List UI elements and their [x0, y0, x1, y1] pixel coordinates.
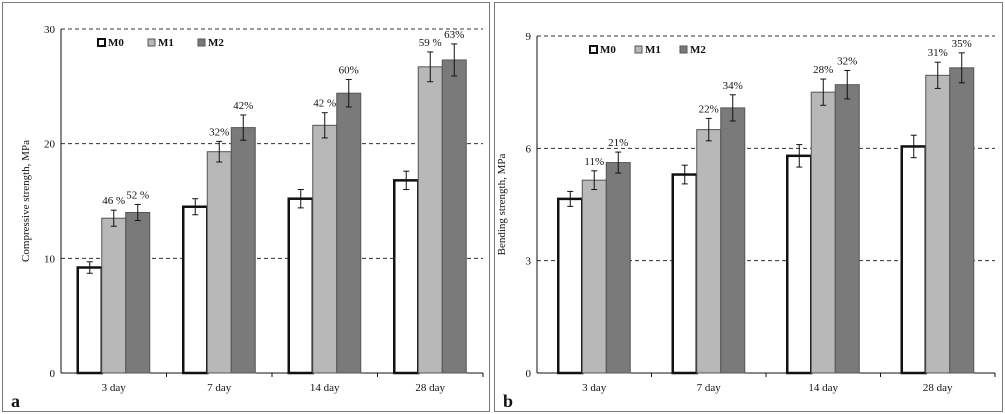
- x-tick-label: 14 day: [808, 382, 838, 394]
- bar-m0: [76, 266, 103, 375]
- y-tick-label: 0: [50, 368, 56, 380]
- data-label: 59 %: [419, 37, 442, 49]
- bar-m2: [605, 162, 631, 374]
- legend-label-m1: M1: [158, 37, 174, 49]
- bar-m0: [557, 197, 584, 375]
- bar-m2: [125, 211, 151, 374]
- bar-m0: [287, 197, 314, 375]
- bar-m1: [810, 91, 836, 374]
- bar-m1: [206, 151, 232, 374]
- y-axis-label: Bending strength, MPa: [496, 154, 508, 256]
- data-label: 35%: [952, 38, 972, 50]
- bar-m2: [834, 84, 860, 374]
- data-label: 63%: [444, 29, 464, 41]
- panel-a: 0 10 20 30 Compressive strength, MPa 3 day 46 …: [2, 2, 490, 412]
- y-tick-label: 30: [44, 24, 56, 36]
- compressive-strength-chart: 0 10 20 30 Compressive strength, MPa 3 day 46 …: [11, 24, 484, 411]
- bar-m1: [417, 66, 443, 374]
- data-label: 60%: [339, 64, 359, 76]
- legend-label-m1: M1: [645, 44, 661, 56]
- y-tick-label: 3: [526, 256, 532, 268]
- x-tick-label: 3 day: [102, 382, 127, 394]
- bar-m0: [900, 145, 927, 375]
- bar-m0: [393, 179, 420, 375]
- bar-m0: [671, 173, 698, 375]
- bar-m2: [720, 107, 746, 374]
- data-label: 46 %: [102, 195, 125, 207]
- bending-strength-chart: 0 3 6 9 Bending strength, MPa 3 day 11% 21% 7 da…: [496, 31, 996, 411]
- legend-swatch-m2: [197, 38, 206, 47]
- y-axis-label: Compressive strength, MPa: [20, 140, 32, 262]
- bar-m1: [312, 124, 338, 374]
- legend-label-m2: M2: [208, 37, 224, 49]
- bar-m2: [949, 67, 975, 374]
- panel-label: b: [503, 391, 513, 411]
- x-tick-label: 3 day: [582, 382, 607, 394]
- data-label: 11%: [584, 156, 604, 168]
- data-label: 32%: [209, 126, 229, 138]
- data-label: 42 %: [313, 98, 336, 110]
- legend-swatch-m2: [679, 45, 688, 54]
- y-tick-label: 10: [44, 253, 56, 265]
- data-label: 52 %: [126, 189, 149, 201]
- bar-m1: [581, 179, 607, 374]
- data-label: 31%: [928, 47, 948, 59]
- x-tick-label: 7 day: [207, 382, 232, 394]
- bar-m2: [336, 92, 362, 374]
- data-label: 32%: [837, 55, 857, 67]
- data-label: 34%: [723, 80, 743, 92]
- bar-m0: [786, 154, 813, 375]
- legend-swatch-m1: [634, 45, 643, 54]
- y-tick-label: 6: [526, 143, 532, 155]
- legend-label-m0: M0: [600, 44, 616, 56]
- data-label: 28%: [813, 64, 833, 76]
- bar-m2: [230, 127, 256, 374]
- legend-label-m0: M0: [108, 37, 124, 49]
- y-tick-label: 9: [526, 31, 532, 43]
- data-label: 42%: [233, 100, 253, 112]
- bar-m1: [101, 217, 127, 374]
- x-tick-label: 14 day: [310, 382, 340, 394]
- panel-b: 0 3 6 9 Bending strength, MPa 3 day 11% 21% 7 da…: [494, 2, 1003, 412]
- legend-label-m2: M2: [690, 44, 706, 56]
- bar-m1: [696, 129, 722, 374]
- legend-swatch-m0: [589, 45, 598, 54]
- legend-swatch-m1: [147, 38, 156, 47]
- x-tick-label: 28 day: [923, 382, 953, 394]
- bar-m1: [925, 74, 951, 374]
- y-tick-label: 0: [526, 368, 532, 380]
- x-tick-label: 7 day: [697, 382, 722, 394]
- y-tick-label: 20: [44, 139, 56, 151]
- bar-m2: [441, 59, 467, 374]
- data-label: 22%: [699, 103, 719, 115]
- bar-m0: [182, 205, 209, 375]
- x-tick-label: 28 day: [415, 382, 445, 394]
- panel-label: a: [11, 391, 20, 411]
- legend-swatch-m0: [97, 38, 106, 47]
- data-label: 21%: [608, 137, 628, 149]
